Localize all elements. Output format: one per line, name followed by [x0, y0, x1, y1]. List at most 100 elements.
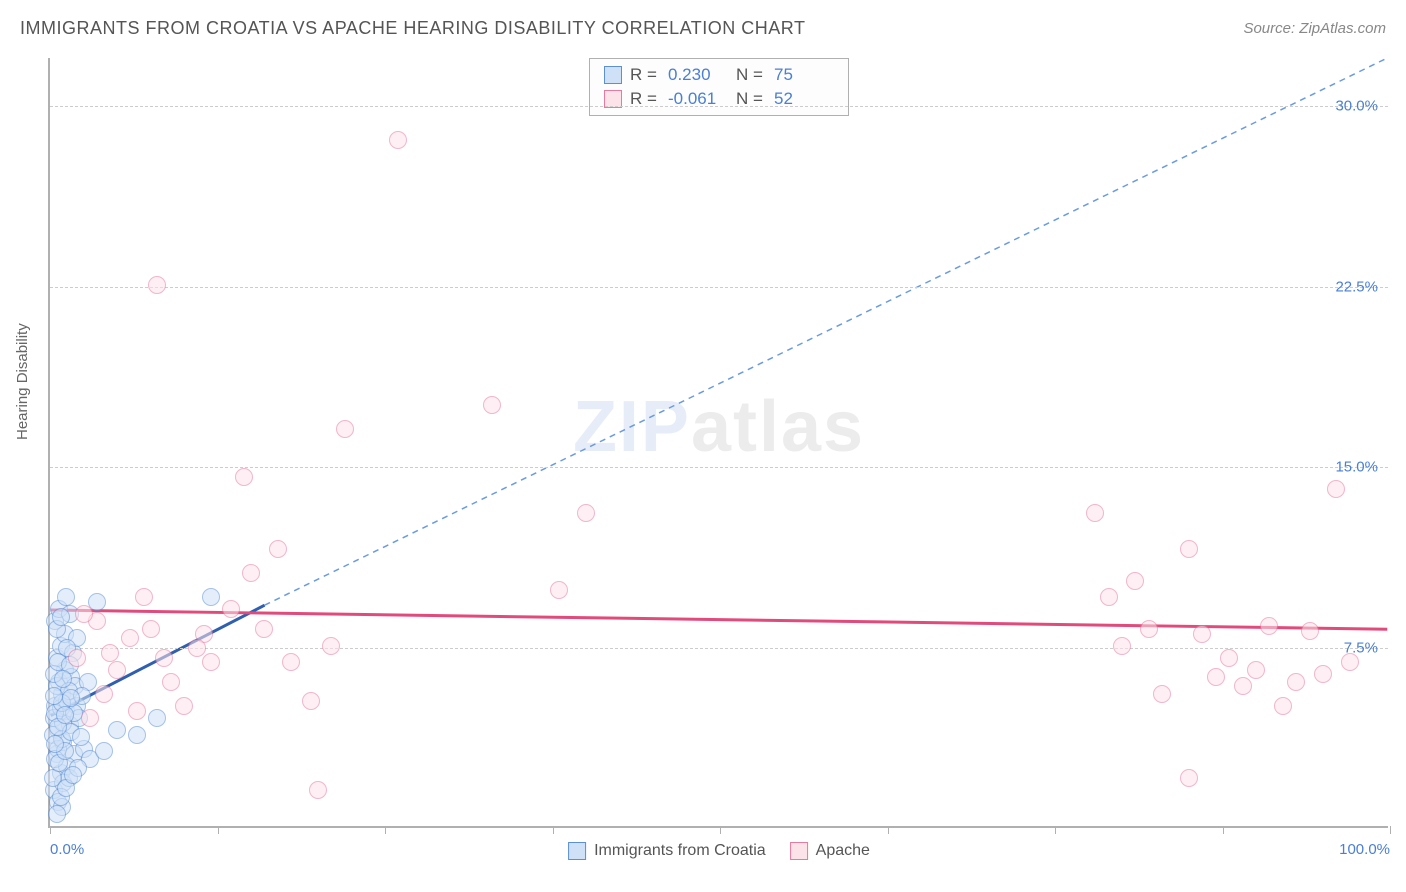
legend-row-croatia: R = 0.230 N = 75 [600, 63, 838, 87]
point-apache [175, 697, 193, 715]
legend-item-apache: Apache [790, 842, 870, 860]
point-apache [269, 540, 287, 558]
point-apache [1180, 540, 1198, 558]
point-croatia [72, 728, 90, 746]
point-apache [108, 661, 126, 679]
x-tick [720, 826, 721, 834]
x-tick [50, 826, 51, 834]
point-apache [1153, 685, 1171, 703]
y-tick-label: 30.0% [1335, 98, 1378, 115]
watermark: ZIPatlas [573, 386, 865, 468]
point-apache [68, 649, 86, 667]
point-apache [309, 781, 327, 799]
point-apache [222, 600, 240, 618]
x-tick [1390, 826, 1391, 834]
point-croatia [54, 670, 72, 688]
point-apache [483, 396, 501, 414]
plot-area: ZIPatlas R = 0.230 N = 75 R = -0.061 N =… [48, 58, 1388, 828]
correlation-legend: R = 0.230 N = 75 R = -0.061 N = 52 [589, 58, 849, 116]
point-apache [389, 131, 407, 149]
y-tick-label: 22.5% [1335, 278, 1378, 295]
x-tick [553, 826, 554, 834]
point-apache [1301, 622, 1319, 640]
point-apache [550, 581, 568, 599]
point-apache [1113, 637, 1131, 655]
x-tick [1055, 826, 1056, 834]
x-tick [1223, 826, 1224, 834]
point-croatia [62, 689, 80, 707]
x-tick [218, 826, 219, 834]
legend-label-croatia: Immigrants from Croatia [594, 842, 766, 860]
point-apache [1180, 769, 1198, 787]
point-apache [128, 702, 146, 720]
trend-lines [50, 58, 1388, 826]
point-apache [121, 629, 139, 647]
x-tick [888, 826, 889, 834]
watermark-zip: ZIP [573, 387, 691, 467]
gridline [50, 287, 1388, 288]
point-apache [1100, 588, 1118, 606]
watermark-atlas: atlas [691, 387, 865, 467]
point-apache [336, 420, 354, 438]
point-apache [148, 276, 166, 294]
point-apache [1126, 572, 1144, 590]
legend-row-apache: R = -0.061 N = 52 [600, 87, 838, 111]
point-croatia [128, 726, 146, 744]
swatch-croatia [604, 66, 622, 84]
gridline [50, 106, 1388, 107]
point-apache [255, 620, 273, 638]
x-tick-label: 0.0% [50, 841, 84, 858]
point-apache [1260, 617, 1278, 635]
point-apache [1207, 668, 1225, 686]
point-apache [75, 605, 93, 623]
point-apache [162, 673, 180, 691]
point-croatia [95, 742, 113, 760]
n-label: N = [736, 65, 766, 85]
point-apache [1314, 665, 1332, 683]
swatch-apache [790, 842, 808, 860]
point-apache [302, 692, 320, 710]
point-apache [81, 709, 99, 727]
point-apache [142, 620, 160, 638]
x-tick [385, 826, 386, 834]
y-tick-label: 15.0% [1335, 459, 1378, 476]
r-value-croatia: 0.230 [668, 65, 728, 85]
point-croatia [108, 721, 126, 739]
x-tick-label: 100.0% [1339, 841, 1390, 858]
legend-item-croatia: Immigrants from Croatia [568, 842, 766, 860]
point-apache [95, 685, 113, 703]
point-apache [1274, 697, 1292, 715]
point-croatia [48, 805, 66, 823]
point-croatia [64, 766, 82, 784]
point-apache [1341, 653, 1359, 671]
point-croatia [52, 608, 70, 626]
chart-title: IMMIGRANTS FROM CROATIA VS APACHE HEARIN… [20, 18, 805, 39]
n-value-croatia: 75 [774, 65, 834, 85]
point-apache [1234, 677, 1252, 695]
point-apache [1220, 649, 1238, 667]
r-label: R = [630, 65, 660, 85]
point-apache [242, 564, 260, 582]
point-apache [1247, 661, 1265, 679]
point-croatia [45, 687, 63, 705]
gridline [50, 467, 1388, 468]
y-axis-label: Hearing Disability [14, 323, 31, 440]
point-croatia [46, 735, 64, 753]
point-apache [101, 644, 119, 662]
point-croatia [202, 588, 220, 606]
point-apache [1086, 504, 1104, 522]
point-apache [202, 653, 220, 671]
swatch-croatia [568, 842, 586, 860]
point-apache [1287, 673, 1305, 691]
point-apache [322, 637, 340, 655]
point-croatia [56, 706, 74, 724]
legend-label-apache: Apache [816, 842, 870, 860]
point-apache [155, 649, 173, 667]
source-label: Source: ZipAtlas.com [1243, 20, 1386, 37]
point-apache [1140, 620, 1158, 638]
point-apache [577, 504, 595, 522]
point-apache [188, 639, 206, 657]
point-apache [235, 468, 253, 486]
point-croatia [57, 588, 75, 606]
point-apache [135, 588, 153, 606]
